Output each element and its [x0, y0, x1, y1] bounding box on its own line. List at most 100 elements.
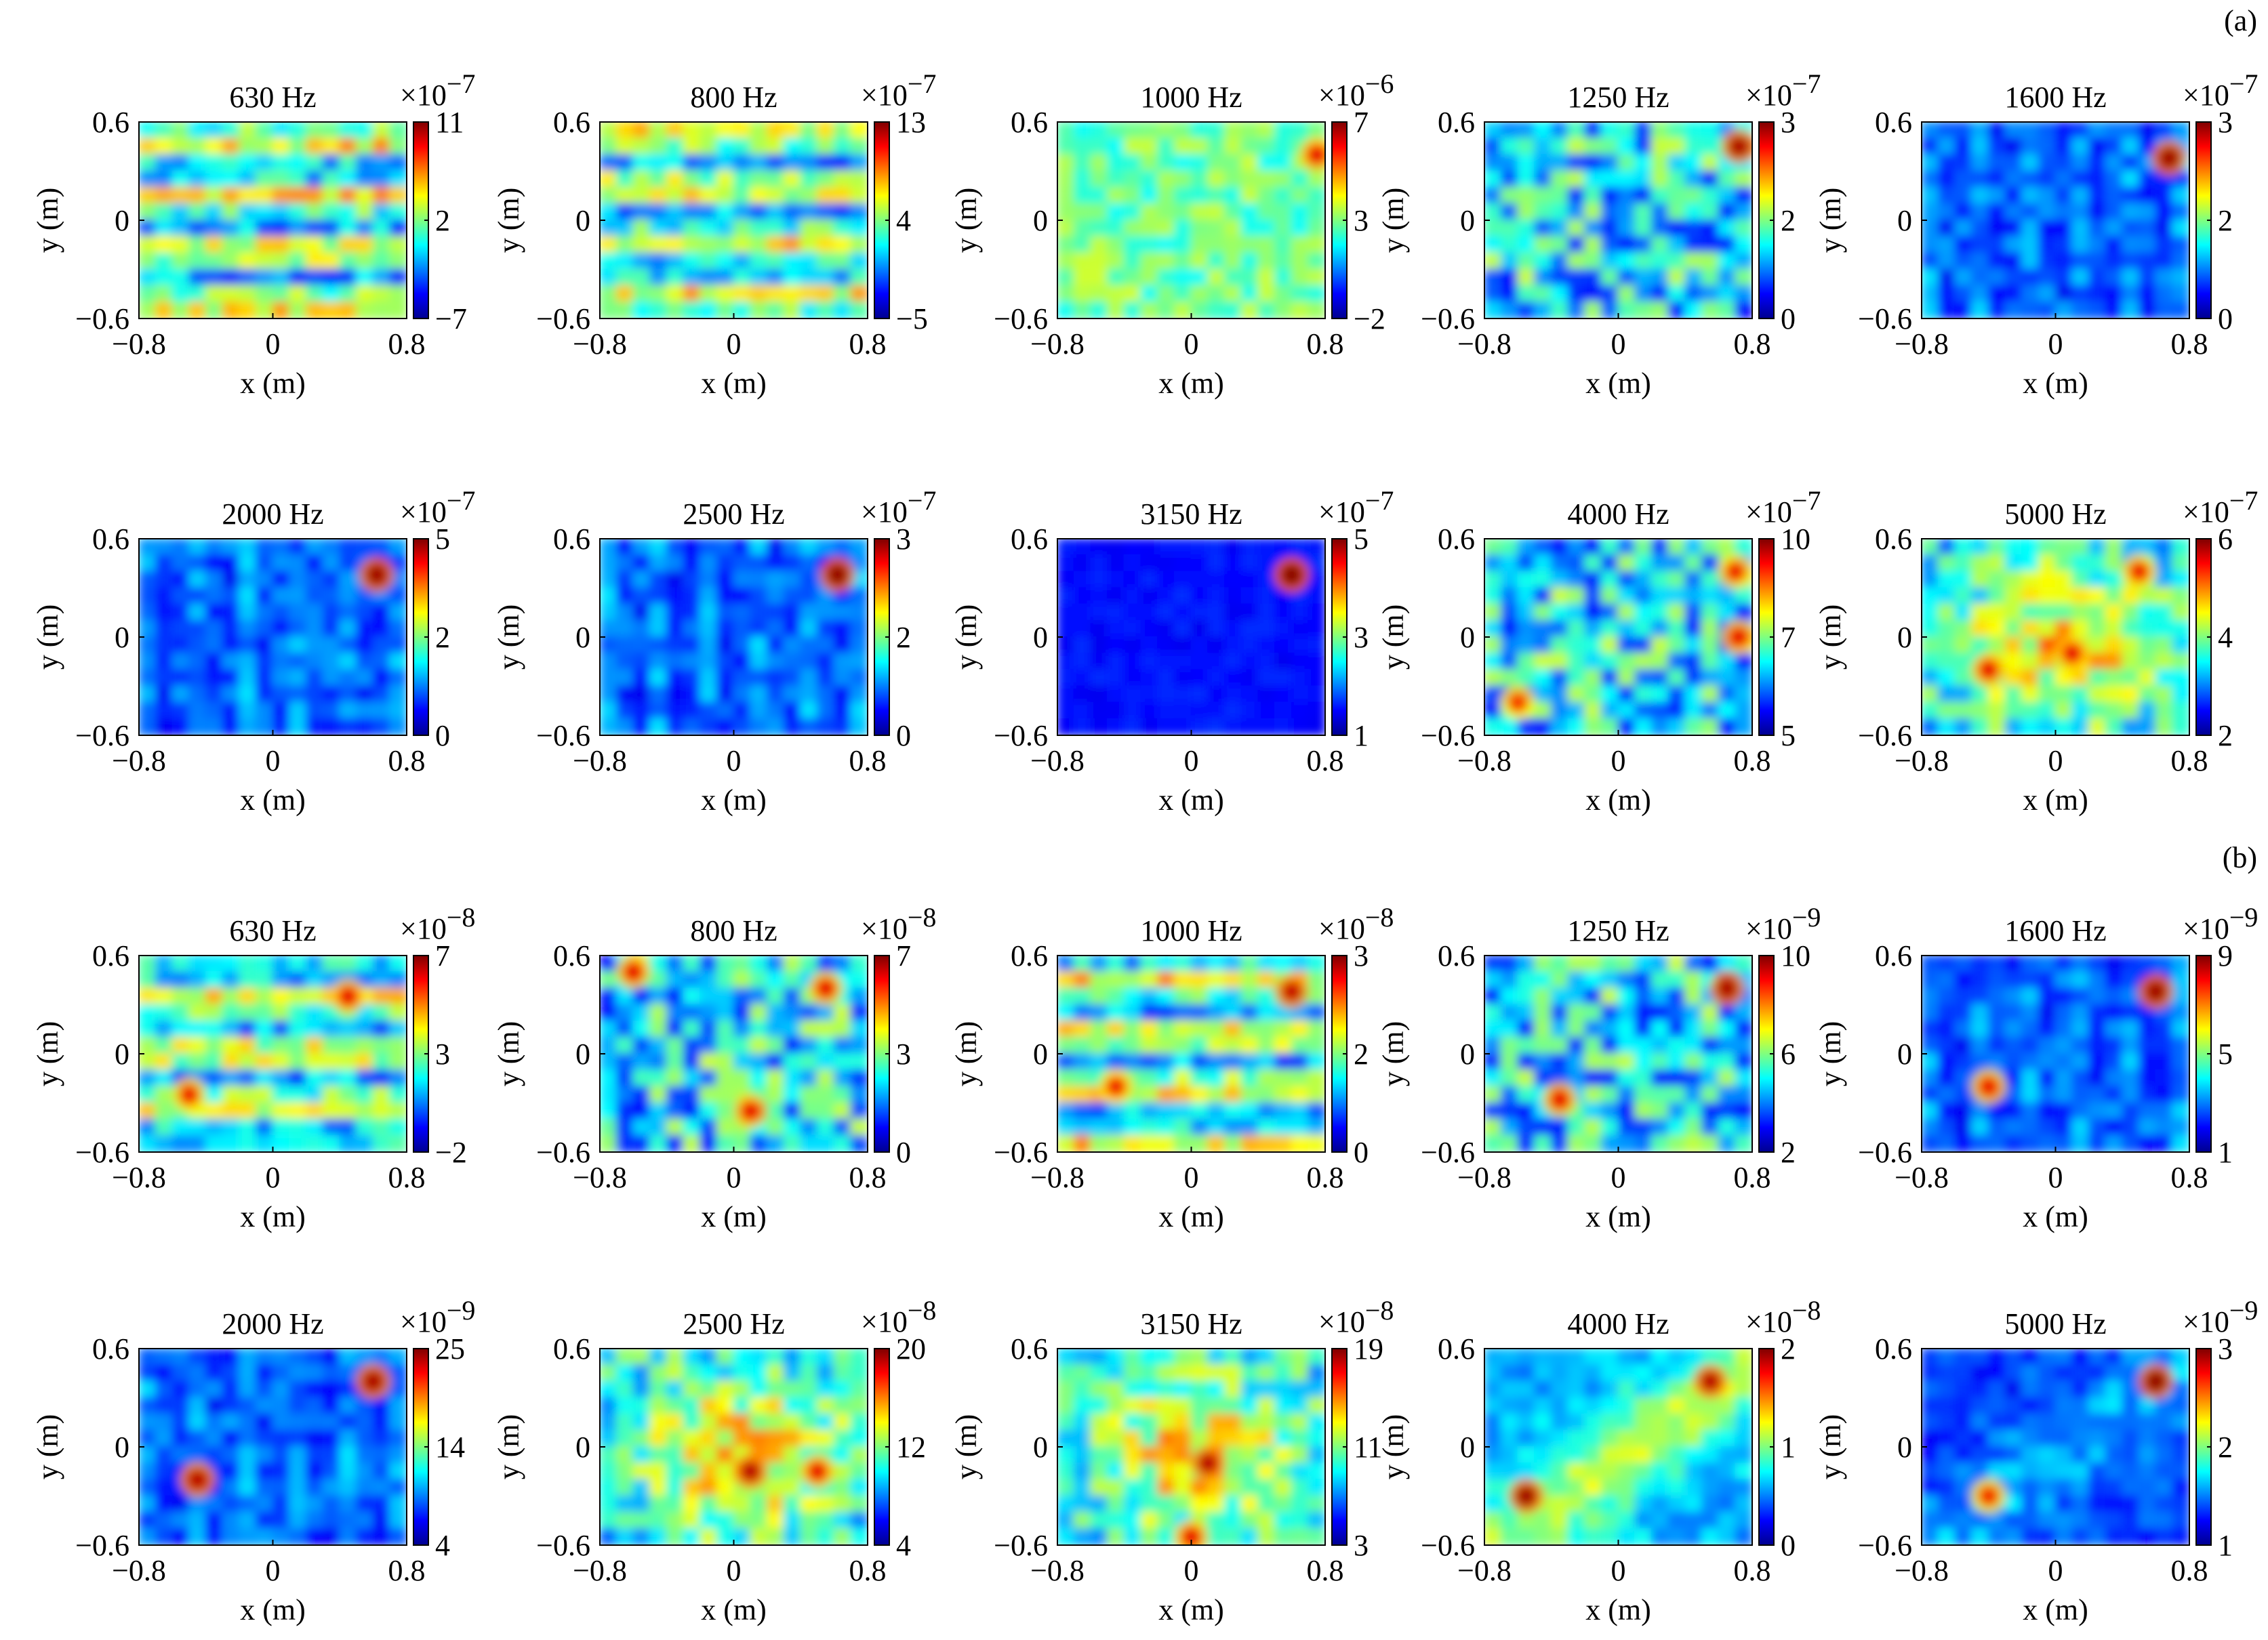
heatmap-panel: 2500 Hz −0.8 0 0.8 x (m) 0.6 0 −0.6 y (m) 3 2 0 ×10−…: [492, 485, 936, 817]
colorbar-exponent: ×10−9: [2183, 1295, 2258, 1338]
y-axis-label: y (m): [1377, 604, 1410, 670]
y-tick-label: 0.6: [92, 522, 129, 556]
y-tick-label: 0.6: [1011, 106, 1048, 139]
x-tick-label: 0.8: [1734, 327, 1771, 361]
y-axis-label: y (m): [950, 1414, 983, 1480]
x-tick-label: −0.8: [1457, 327, 1512, 361]
x-tick-label: −0.8: [1457, 1554, 1512, 1587]
colorbar-tick-label: 5: [1781, 719, 1796, 752]
y-tick-label: 0: [115, 204, 129, 237]
heatmap-field: [600, 122, 868, 319]
x-tick-label: −0.8: [1457, 744, 1512, 777]
heatmap-panel: 1250 Hz −0.8 0 0.8 x (m) 0.6 0 −0.6 y (m) 10 6 2 ×10…: [1377, 902, 1821, 1233]
panel-title: 2500 Hz: [683, 497, 784, 531]
y-tick-label: 0.6: [92, 1332, 129, 1366]
y-tick-label: 0.6: [553, 1332, 590, 1366]
x-axis-label: x (m): [2023, 367, 2088, 400]
colorbar-tick-label: 9: [2218, 939, 2233, 972]
x-tick-label: −0.8: [573, 327, 627, 361]
colorbar-tick-label: −5: [896, 302, 928, 335]
colorbar-tick-label: −2: [1354, 302, 1385, 335]
panel-title: 5000 Hz: [2004, 497, 2106, 531]
heatmap-panel: 2000 Hz −0.8 0 0.8 x (m) 0.6 0 −0.6 y (m) 5 2 0 ×10−…: [31, 485, 475, 817]
y-axis-label: y (m): [31, 604, 64, 670]
x-tick-label: 0.8: [388, 744, 426, 777]
colorbar-exponent: ×10−8: [861, 902, 936, 945]
colorbar-tick-label: 3: [896, 522, 911, 556]
x-tick-label: 0: [2048, 327, 2063, 361]
colorbar-tick-label: 0: [896, 1136, 911, 1169]
colorbar-tick-label: 0: [896, 719, 911, 752]
x-tick-label: −0.8: [1895, 1554, 1949, 1587]
colorbar-exponent: ×10−9: [400, 1295, 475, 1338]
panel-title: 1000 Hz: [1140, 914, 1242, 947]
panel-title: 1000 Hz: [1140, 81, 1242, 114]
x-tick-label: 0: [1611, 327, 1626, 361]
colorbar-tick-label: 14: [435, 1431, 465, 1464]
colorbar-tick-label: 7: [1781, 621, 1796, 654]
colorbar-exponent: ×10−8: [1318, 1295, 1394, 1338]
x-tick-label: −0.8: [1895, 327, 1949, 361]
colorbar-tick-label: 5: [435, 522, 450, 556]
heatmap-panel: 2500 Hz −0.8 0 0.8 x (m) 0.6 0 −0.6 y (m) 20 12 4 ×1…: [492, 1295, 936, 1626]
y-tick-label: −0.6: [75, 1529, 129, 1562]
panel-title: 800 Hz: [690, 81, 777, 114]
heatmap-panel: 630 Hz −0.8 0 0.8 x (m) 0.6 0 −0.6 y (m) 11 2 −7 ×10…: [31, 68, 475, 400]
colorbar-tick-label: 2: [2218, 719, 2233, 752]
heatmap-panel: 5000 Hz −0.8 0 0.8 x (m) 0.6 0 −0.6 y (m) 3 2 1 ×10−…: [1814, 1295, 2258, 1626]
panel-title: 630 Hz: [229, 81, 316, 114]
x-tick-label: 0: [1184, 744, 1199, 777]
colorbar-exponent: ×10−7: [2183, 485, 2258, 529]
x-tick-label: 0.8: [849, 327, 887, 361]
heatmap-field: [1922, 122, 2189, 319]
heatmap-field: [1057, 539, 1325, 735]
panel-title: 3150 Hz: [1140, 1307, 1242, 1340]
colorbar-tick-label: 20: [896, 1332, 926, 1366]
heatmap-panel: 5000 Hz −0.8 0 0.8 x (m) 0.6 0 −0.6 y (m) 6 4 2 ×10−…: [1814, 485, 2258, 817]
y-tick-label: 0: [575, 204, 590, 237]
colorbar-tick-label: 10: [1781, 939, 1810, 972]
y-tick-label: 0: [115, 621, 129, 654]
heatmap-field: [1922, 956, 2189, 1152]
x-tick-label: 0: [2048, 1554, 2063, 1587]
colorbar-tick-label: 2: [1781, 1136, 1796, 1169]
heatmap-panel: 800 Hz −0.8 0 0.8 x (m) 0.6 0 −0.6 y (m) 7 3 0 ×10−8: [492, 902, 936, 1233]
colorbar-tick-label: 3: [1354, 621, 1369, 654]
x-tick-label: 0.8: [2171, 744, 2208, 777]
y-tick-label: −0.6: [536, 302, 590, 335]
y-tick-label: −0.6: [994, 302, 1048, 335]
y-tick-label: 0: [1897, 1431, 1912, 1464]
colorbar-exponent: ×10−7: [1745, 485, 1821, 529]
x-tick-label: −0.8: [573, 1554, 627, 1587]
colorbar-tick-label: 5: [1354, 522, 1369, 556]
y-tick-label: −0.6: [1421, 719, 1475, 752]
colorbar-exponent: ×10−8: [400, 902, 475, 945]
section-label-b: (b): [2223, 841, 2257, 874]
y-axis-label: y (m): [31, 1021, 64, 1087]
colorbar-tick-label: 2: [1354, 1038, 1369, 1071]
panel-title: 800 Hz: [690, 914, 777, 947]
panel-title: 1250 Hz: [1567, 81, 1669, 114]
y-tick-label: −0.6: [1421, 1529, 1475, 1562]
colorbar-tick-label: 12: [896, 1431, 926, 1464]
y-tick-label: 0: [1033, 1431, 1048, 1464]
x-tick-label: 0: [266, 1161, 281, 1194]
y-tick-label: 0: [575, 1038, 590, 1071]
y-axis-label: y (m): [492, 1414, 525, 1480]
y-tick-label: 0.6: [553, 106, 590, 139]
colorbar-tick-label: 10: [1781, 522, 1810, 556]
y-tick-label: 0: [1460, 1431, 1475, 1464]
x-axis-label: x (m): [1585, 367, 1651, 400]
colorbar-tick-label: 6: [1781, 1038, 1796, 1071]
x-tick-label: 0.8: [1307, 327, 1344, 361]
y-axis-label: y (m): [492, 604, 525, 670]
panel-title: 2000 Hz: [222, 497, 323, 531]
x-tick-label: 0.8: [388, 1554, 426, 1587]
y-tick-label: 0: [575, 621, 590, 654]
panel-title: 2000 Hz: [222, 1307, 323, 1340]
section-label-a: (a): [2224, 4, 2257, 37]
colorbar-exponent: ×10−7: [400, 68, 475, 112]
y-tick-label: 0.6: [553, 522, 590, 556]
colorbar-tick-label: 4: [2218, 621, 2233, 654]
